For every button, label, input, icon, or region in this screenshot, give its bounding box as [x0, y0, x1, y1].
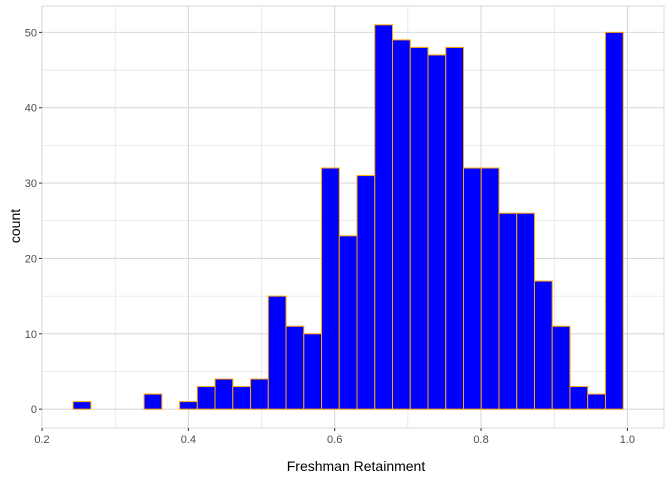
histogram-bar — [338, 235, 358, 410]
y-axis-title: count — [7, 209, 23, 243]
y-tick-label: 40 — [25, 103, 37, 115]
histogram-bar — [445, 46, 464, 410]
x-tick-label: 0.6 — [327, 434, 342, 446]
x-tick-label: 0.4 — [181, 434, 196, 446]
histogram-bar — [604, 31, 624, 410]
histogram-bar — [516, 212, 535, 410]
y-tick-label: 10 — [25, 329, 37, 341]
histogram-bar — [143, 393, 163, 410]
x-tick-label: 0.2 — [34, 434, 49, 446]
x-tick-label: 1.0 — [620, 434, 635, 446]
y-tick-label: 20 — [25, 253, 37, 265]
histogram-bar — [409, 46, 429, 410]
histogram-bar — [303, 333, 323, 410]
histogram-bar — [551, 325, 571, 410]
histogram-bar — [462, 167, 482, 410]
y-axis: 0 10 20 30 40 50 — [25, 27, 42, 416]
histogram-bar — [267, 295, 287, 410]
histogram-bar — [196, 386, 216, 410]
histogram-bar — [427, 54, 447, 410]
histogram-bar — [232, 386, 252, 410]
panel-border — [41, 5, 665, 429]
x-axis: 0.2 0.4 0.6 0.8 1.0 — [34, 428, 635, 446]
histogram-bar — [498, 212, 518, 410]
histogram-bar — [179, 401, 198, 410]
histogram-bar — [285, 325, 305, 410]
x-tick-label: 0.8 — [473, 434, 488, 446]
histogram-bar — [356, 175, 376, 410]
x-axis-title: Freshman Retainment — [287, 458, 426, 474]
histogram-bar — [569, 386, 589, 410]
y-tick-label: 0 — [31, 404, 37, 416]
histogram-bars — [72, 24, 624, 410]
histogram-bar — [392, 39, 411, 410]
histogram-bar — [214, 378, 234, 410]
histogram-bar — [374, 24, 394, 410]
histogram-bar — [533, 280, 553, 410]
y-tick-label: 50 — [25, 27, 37, 39]
histogram-bar — [480, 167, 500, 410]
histogram-bar — [72, 401, 92, 410]
histogram-bar — [587, 393, 606, 410]
y-tick-label: 30 — [25, 178, 37, 190]
histogram-bar — [321, 167, 340, 410]
histogram-bar — [250, 378, 269, 410]
